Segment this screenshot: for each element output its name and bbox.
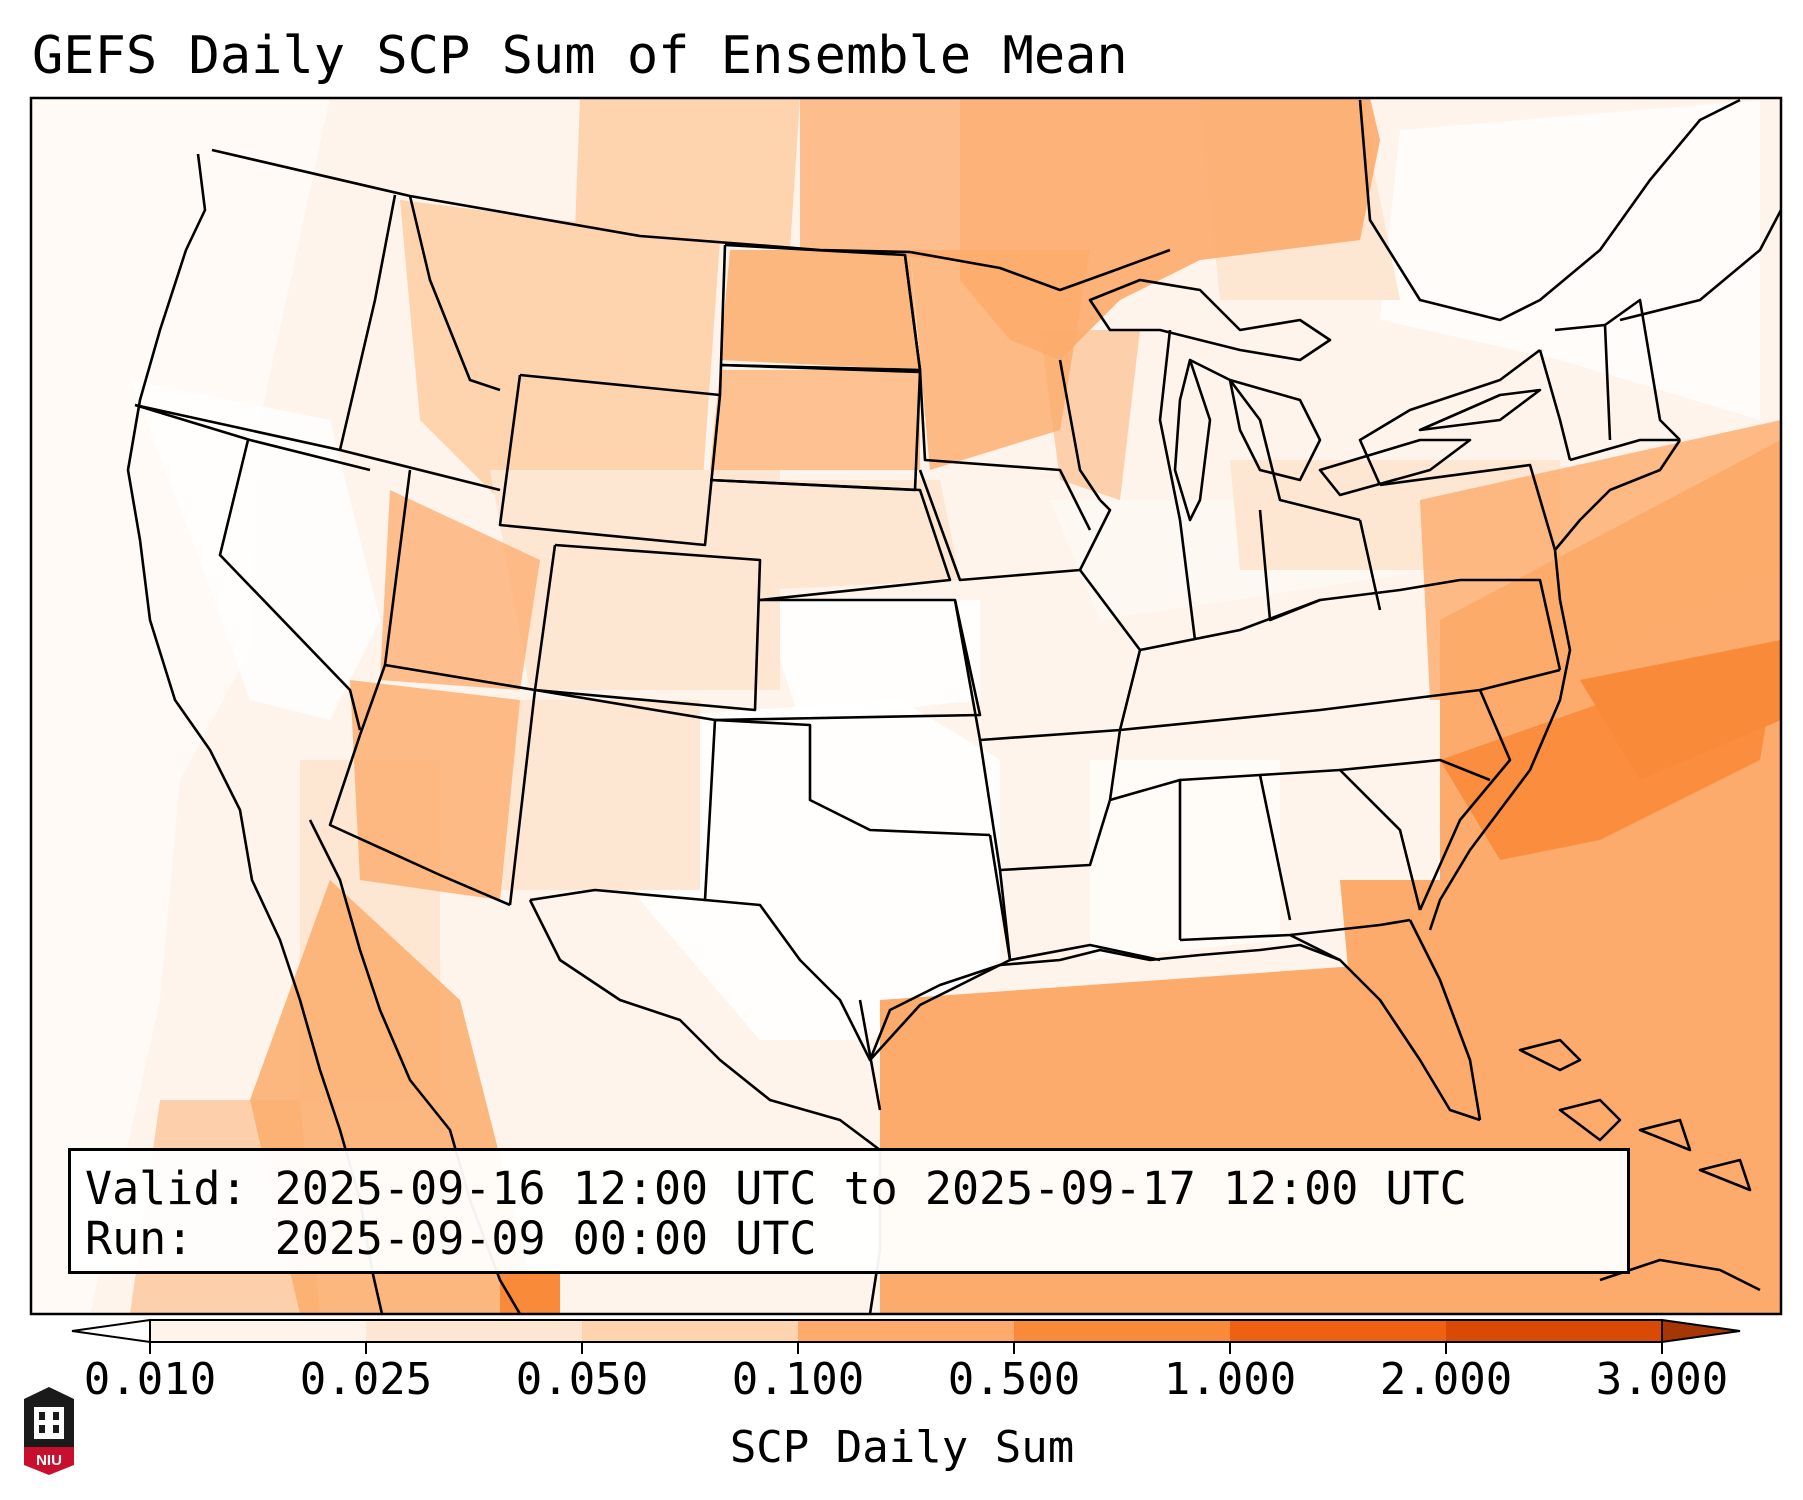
colorbar-over-arrow	[1661, 1318, 1741, 1344]
valid-value: 2025-09-16 12:00 UTC to 2025-09-17 12:00…	[274, 1162, 1467, 1215]
valid-line: Valid: 2025-09-16 12:00 UTC to 2025-09-1…	[85, 1163, 1467, 1215]
colorbar-tick-label: 0.010	[83, 1354, 217, 1405]
colorbar-segment	[582, 1320, 799, 1342]
colorbar-segment	[1230, 1320, 1447, 1342]
colorbar-tick-label: 0.050	[515, 1354, 649, 1405]
colorbar-tick-label: 1.000	[1163, 1354, 1297, 1405]
university-seal-icon: NIU	[24, 1387, 74, 1475]
state-boundaries	[126, 98, 1781, 1314]
scp-field	[31, 98, 1781, 1314]
map-title: GEFS Daily SCP Sum of Ensemble Mean	[32, 26, 1128, 86]
niu-logo: NIU	[22, 1385, 76, 1477]
colorbar-under-arrow	[71, 1318, 151, 1344]
colorbar-segment	[1446, 1320, 1663, 1342]
colorbar-segment	[366, 1320, 583, 1342]
logo-text: NIU	[36, 1452, 62, 1469]
valid-run-info-box: Valid: 2025-09-16 12:00 UTC to 2025-09-1…	[68, 1148, 1630, 1274]
colorbar-tick-label: 2.000	[1379, 1354, 1513, 1405]
colorbar-tick-label: 0.100	[731, 1354, 865, 1405]
map-frame	[29, 96, 1783, 1316]
run-value: 2025-09-09 00:00 UTC	[274, 1212, 817, 1265]
colorbar-segment	[1014, 1320, 1231, 1342]
colorbar-tick-label: 3.000	[1595, 1354, 1729, 1405]
colorbar-tick-label: 0.500	[947, 1354, 1081, 1405]
colorbar	[71, 1318, 1741, 1354]
run-line: Run: 2025-09-09 00:00 UTC	[85, 1213, 817, 1265]
run-label: Run:	[85, 1212, 194, 1265]
colorbar-tick-label: 0.025	[299, 1354, 433, 1405]
colorbar-segment	[150, 1320, 367, 1342]
valid-label: Valid:	[85, 1162, 248, 1215]
colorbar-label: SCP Daily Sum	[729, 1422, 1075, 1473]
colorbar-segment	[798, 1320, 1015, 1342]
colorbar-frame	[149, 1319, 1663, 1343]
